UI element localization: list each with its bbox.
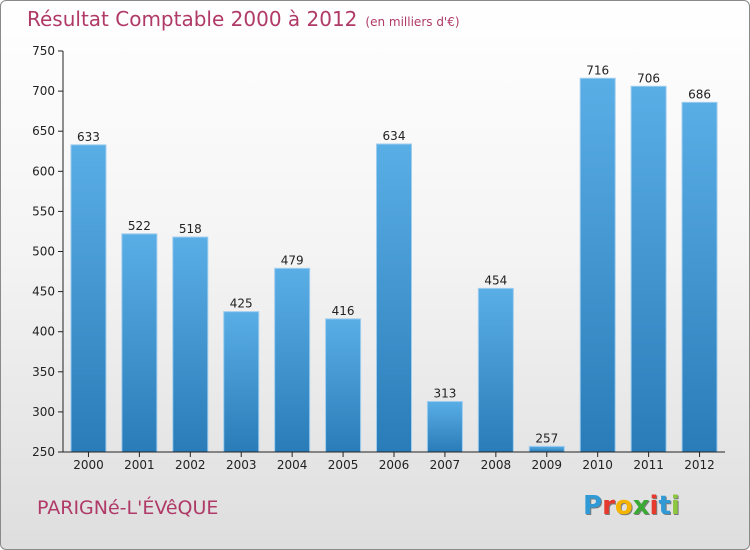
y-tick-label: 650 xyxy=(32,124,55,138)
bar-2002 xyxy=(172,236,209,453)
y-tick-label: 550 xyxy=(32,204,55,218)
logo-letter: i xyxy=(649,491,659,521)
data-label-2009: 257 xyxy=(535,431,558,445)
y-tick-label: 500 xyxy=(32,245,55,259)
y-tick-label: 600 xyxy=(32,164,55,178)
data-label-2005: 416 xyxy=(332,304,355,318)
bar-series xyxy=(70,77,718,453)
x-tick-label: 2002 xyxy=(175,458,206,472)
x-axis-ticks: 2000 2001 2002 2003 2004 2005 2006 2007 2008 2009… xyxy=(73,452,715,472)
x-tick-label: 2003 xyxy=(226,458,257,472)
data-label-2002: 518 xyxy=(179,222,202,236)
x-tick-label: 2007 xyxy=(430,458,461,472)
bar-2006 xyxy=(376,143,412,453)
x-tick-label: 2000 xyxy=(73,458,104,472)
y-tick-label: 700 xyxy=(32,84,55,98)
x-tick-label: 2012 xyxy=(684,458,715,472)
logo-letter: t xyxy=(658,491,671,521)
logo-letter: x xyxy=(632,491,650,521)
data-label-2000: 633 xyxy=(77,130,100,144)
x-tick-label: 2009 xyxy=(531,458,562,472)
location-name: PARIGNé-L'ÉVêQUE xyxy=(37,497,219,519)
y-tick-label: 250 xyxy=(32,445,55,459)
logo-letter: i xyxy=(670,491,680,521)
logo-letter: P xyxy=(583,491,603,521)
y-tick-label: 350 xyxy=(32,365,55,379)
bar-2007 xyxy=(426,400,463,453)
chart-title: Résultat Comptable 2000 à 2012 (en millie… xyxy=(27,7,460,31)
data-label-2004: 479 xyxy=(281,253,304,267)
bar-2003 xyxy=(223,311,260,453)
bar-2000 xyxy=(70,144,107,453)
data-label-2011: 706 xyxy=(637,71,660,85)
logo-letter: o xyxy=(614,491,633,521)
x-tick-label: 2006 xyxy=(379,458,410,472)
x-tick-label: 2001 xyxy=(124,458,155,472)
data-label-2007: 313 xyxy=(433,386,456,400)
bar-2011 xyxy=(630,85,667,453)
bar-2004 xyxy=(274,267,311,453)
y-tick-label: 400 xyxy=(32,325,55,339)
data-label-2008: 454 xyxy=(484,273,507,287)
x-tick-label: 2008 xyxy=(481,458,512,472)
proxiti-logo: Proxiti xyxy=(583,491,680,521)
bar-2012 xyxy=(681,101,718,453)
data-labels: 633 522 518 425 479 416 634 313 454 257 716 706 686 xyxy=(77,63,711,445)
data-label-2006: 634 xyxy=(383,129,406,143)
bar-2008 xyxy=(477,287,514,453)
bar-2005 xyxy=(325,318,362,453)
y-tick-label: 450 xyxy=(32,285,55,299)
bar-2001 xyxy=(121,233,158,453)
x-tick-label: 2010 xyxy=(582,458,613,472)
x-tick-label: 2011 xyxy=(633,458,664,472)
logo-letter: r xyxy=(602,491,615,521)
x-tick-label: 2005 xyxy=(328,458,359,472)
y-axis-ticks: 250 300 350 400 450 500 550 600 650 700 750 xyxy=(32,44,63,459)
chart-subtitle: (en milliers d'€) xyxy=(365,15,460,29)
x-tick-label: 2004 xyxy=(277,458,308,472)
chart-title-text: Résultat Comptable 2000 à 2012 xyxy=(27,7,358,31)
y-tick-label: 750 xyxy=(32,44,55,58)
data-label-2003: 425 xyxy=(230,297,253,311)
bar-2009 xyxy=(528,445,565,453)
bar-2010 xyxy=(579,77,616,453)
data-label-2001: 522 xyxy=(128,219,151,233)
data-label-2010: 716 xyxy=(586,63,609,77)
y-tick-label: 300 xyxy=(32,405,55,419)
data-label-2012: 686 xyxy=(688,87,711,101)
